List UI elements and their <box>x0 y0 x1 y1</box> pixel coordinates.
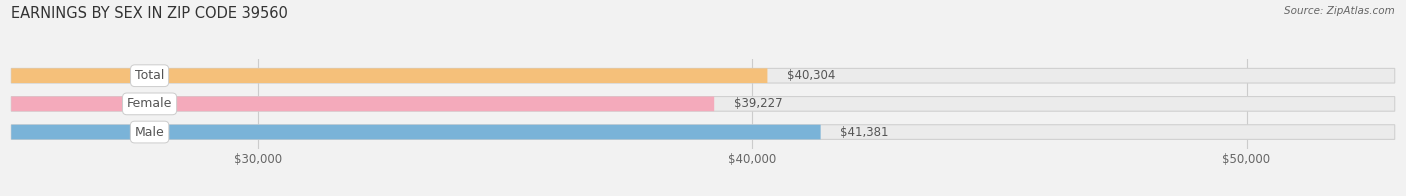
Text: $41,381: $41,381 <box>841 126 889 139</box>
Text: $39,227: $39,227 <box>734 97 783 110</box>
FancyBboxPatch shape <box>11 125 1395 139</box>
FancyBboxPatch shape <box>11 125 821 139</box>
Text: $40,304: $40,304 <box>787 69 835 82</box>
Text: EARNINGS BY SEX IN ZIP CODE 39560: EARNINGS BY SEX IN ZIP CODE 39560 <box>11 6 288 21</box>
Text: Total: Total <box>135 69 165 82</box>
FancyBboxPatch shape <box>11 97 1395 111</box>
Text: Source: ZipAtlas.com: Source: ZipAtlas.com <box>1284 6 1395 16</box>
FancyBboxPatch shape <box>11 68 1395 83</box>
FancyBboxPatch shape <box>11 68 768 83</box>
Text: Female: Female <box>127 97 173 110</box>
Text: Male: Male <box>135 126 165 139</box>
FancyBboxPatch shape <box>11 97 714 111</box>
